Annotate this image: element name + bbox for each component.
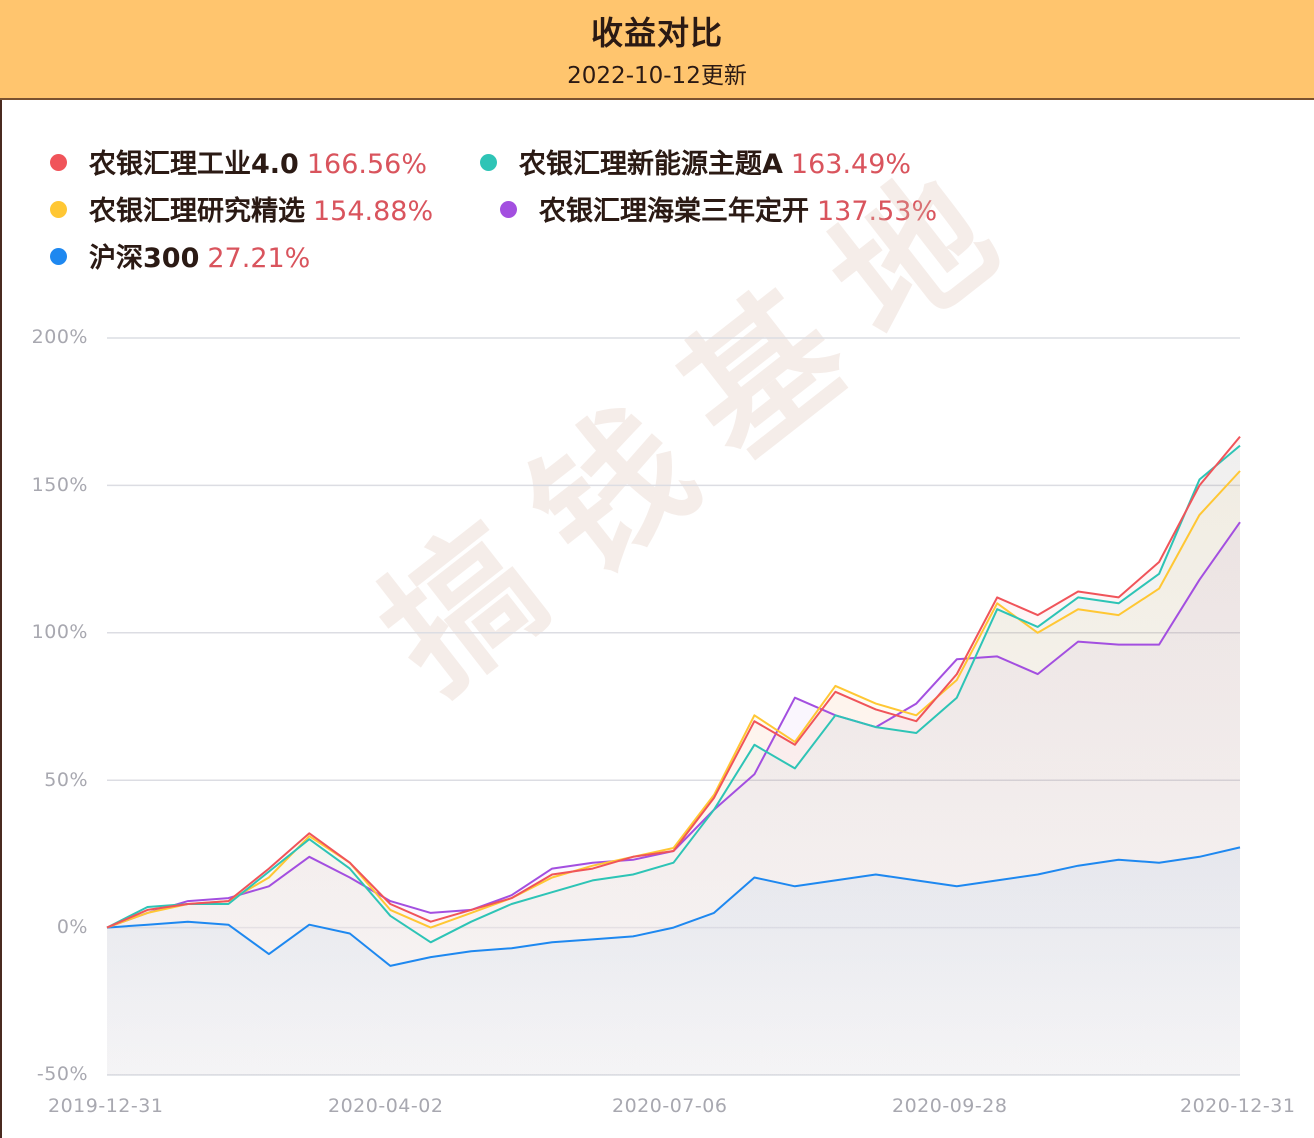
series-line (106, 846, 1241, 967)
legend-item-agri-haitang[interactable]: 农银汇理海棠三年定开 137.53% (500, 195, 937, 229)
series-dot-icon (50, 248, 67, 265)
series-dot-icon (50, 154, 67, 171)
y-tick-label: -50% (36, 1063, 88, 1085)
x-tick-label: 2020-12-31 (1180, 1095, 1296, 1117)
legend-item-agri-industry40[interactable]: 农银汇理工业4.0 166.56% (50, 148, 427, 182)
x-tick-label: 2020-04-02 (328, 1095, 444, 1117)
chart-header: 收益对比 2022-10-12更新 (0, 0, 1314, 100)
legend-item-csi300[interactable]: 沪深300 27.21% (50, 242, 310, 276)
series-line (106, 435, 1241, 929)
x-tick-label: 2020-09-28 (892, 1095, 1008, 1117)
series-line (106, 444, 1241, 944)
series-lines (106, 435, 1241, 967)
legend-item-agri-research[interactable]: 农银汇理研究精选 154.88% (50, 195, 433, 229)
y-tick-label: 100% (31, 621, 88, 643)
y-tick-label: 150% (31, 474, 88, 496)
y-tick-label: 50% (44, 769, 88, 791)
update-date: 2022-10-12更新 (567, 63, 747, 89)
x-tick-label: 2019-12-31 (48, 1095, 164, 1117)
legend-item-agri-new-energy[interactable]: 农银汇理新能源主题A 163.49% (480, 148, 911, 182)
series-areas (107, 436, 1240, 1076)
chart-title: 收益对比 (590, 14, 723, 52)
x-tick-label: 2020-07-06 (612, 1095, 728, 1117)
y-tick-label: 200% (31, 326, 88, 348)
y-tick-label: 0% (56, 916, 88, 938)
series-dot-icon (50, 201, 67, 218)
series-dot-icon (500, 201, 517, 218)
series-dot-icon (480, 154, 497, 171)
series-area (107, 436, 1240, 1076)
